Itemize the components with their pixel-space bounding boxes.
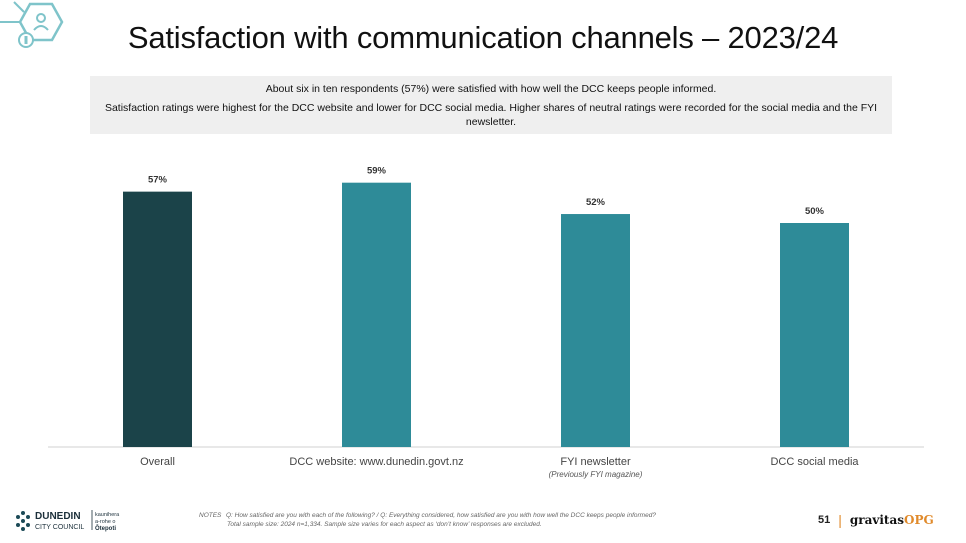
logo-maori-2: a-rohe o xyxy=(95,519,116,525)
dunedin-city-council-logo: DUNEDIN CITY COUNCIL kaunihera a-rohe o … xyxy=(16,510,120,532)
summary-line-2: Satisfaction ratings were highest for th… xyxy=(104,102,878,128)
bar-2 xyxy=(561,214,630,447)
summary-line-1: About six in ten respondents (57%) were … xyxy=(265,83,717,95)
bar-1 xyxy=(342,182,411,447)
notes-line-2: Total sample size: 2024 n=1,334. Sample … xyxy=(227,521,542,528)
logo-maori-3: Ōtepoti xyxy=(95,525,116,532)
bar-0 xyxy=(123,191,192,447)
brand-separator: | xyxy=(838,512,842,528)
notes-line-1: Q: How satisfied are you with each of th… xyxy=(226,512,656,519)
hexagon-people-icon xyxy=(0,1,64,48)
logo-sub: CITY COUNCIL xyxy=(35,524,84,531)
category-label-0: Overall xyxy=(140,456,175,468)
page-title: Satisfaction with communication channels… xyxy=(127,20,839,55)
data-label-3: 50% xyxy=(805,206,825,217)
bar-chart: 57% Overall 59% DCC website: www.dunedin.go… xyxy=(48,166,924,479)
brand-accent: OPG xyxy=(903,513,934,527)
data-label-2: 52% xyxy=(586,197,606,208)
notes: NOTES Q: How satisfied are you with each … xyxy=(199,511,779,529)
logo-maori-1: kaunihera xyxy=(95,512,120,518)
bar-3 xyxy=(780,223,849,447)
category-sublabel-2: (Previously FYI magazine) xyxy=(549,470,643,479)
category-label-1: DCC website: www.dunedin.govt.nz xyxy=(289,456,463,468)
category-label-2: FYI newsletter xyxy=(560,456,631,468)
logo-name: DUNEDIN xyxy=(35,511,81,522)
data-label-1: 59% xyxy=(367,166,387,177)
category-label-3: DCC social media xyxy=(770,456,859,468)
summary-box: About six in ten respondents (57%) were … xyxy=(90,76,892,134)
gravitas-logo: gravitasOPG xyxy=(850,513,934,527)
brand-main: gravitas xyxy=(849,513,904,527)
footer-brand: 51 | gravitasOPG xyxy=(818,512,934,528)
data-label-0: 57% xyxy=(148,175,168,186)
notes-label: NOTES xyxy=(199,512,222,519)
page-number: 51 xyxy=(818,514,831,526)
